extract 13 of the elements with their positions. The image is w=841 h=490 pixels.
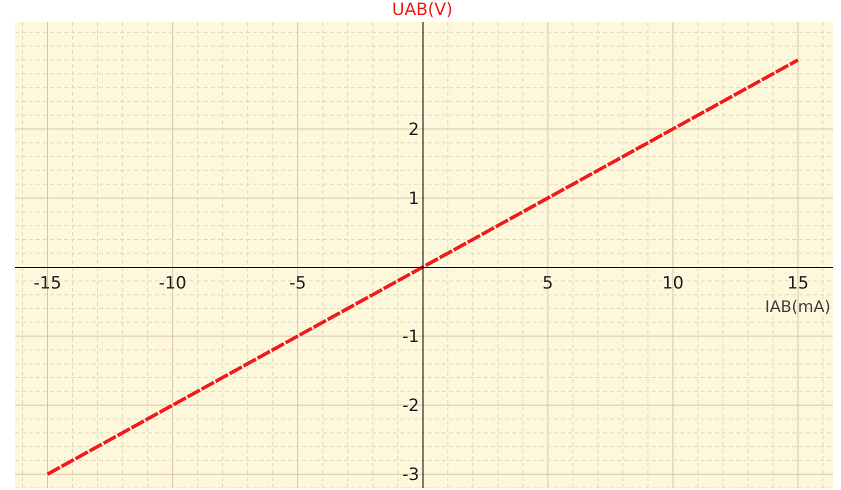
x-tick-label: -5 xyxy=(289,274,306,294)
y-tick-label: -1 xyxy=(402,327,420,348)
x-axis-title: IAB(mA) xyxy=(765,297,831,316)
y-tick-label: 1 xyxy=(408,188,420,209)
x-tick-label: 10 xyxy=(662,274,684,294)
y-tick-label: -2 xyxy=(402,396,420,416)
x-tick-label: -15 xyxy=(34,274,62,294)
x-tick-label: 15 xyxy=(787,274,809,294)
y-axis-title: UAB(V) xyxy=(392,0,453,20)
y-tick-label: 2 xyxy=(408,120,420,140)
x-tick-label: 5 xyxy=(542,274,554,294)
x-tick-label: -10 xyxy=(158,274,186,294)
y-tick-label: -3 xyxy=(402,465,420,486)
